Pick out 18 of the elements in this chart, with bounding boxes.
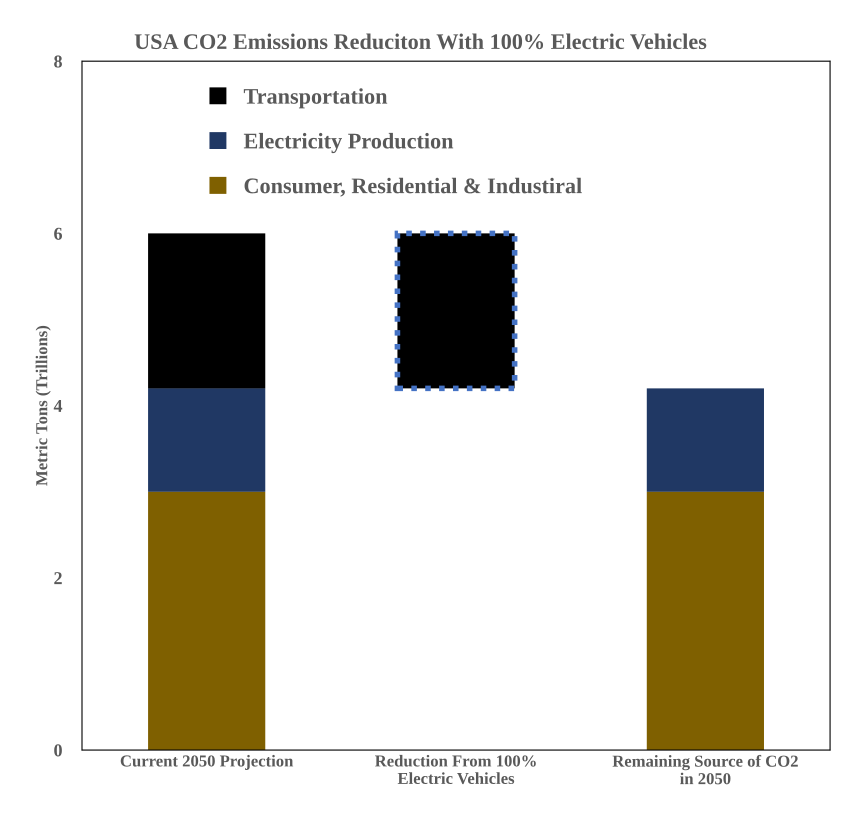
y-tick-label: 8 [54,55,62,68]
bar [148,388,266,492]
legend-label: Transportation [244,88,388,108]
bar [148,233,266,388]
x-tick-label: Current 2050 Projection [120,754,294,770]
legend-label: Electricity Production [244,132,454,154]
x-tick-label: Remaining Source of CO2 in 2050 [612,754,798,784]
y-tick-label: 0 [54,744,62,756]
x-tick-label: Reduction From 100% Electric Vehicles [374,754,536,784]
y-tick-label: 4 [54,400,62,412]
bar [646,388,764,492]
y-tick-label: 2 [54,572,62,584]
bar [148,492,266,750]
legend-label: Consumer, Residential & Industiral [244,178,582,197]
chart-title: USA CO2 Emissions Reduciton With 100% Electric Vehicles [134,34,706,50]
bar [646,492,764,750]
y-axis-title: Metric Tons (Trillions) [36,326,51,486]
y-tick-label: 6 [54,228,62,240]
